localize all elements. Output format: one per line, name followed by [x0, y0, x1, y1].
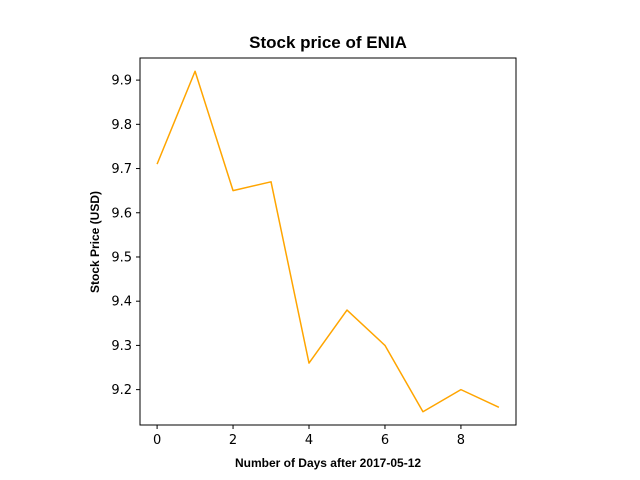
x-axis: 0 2 4 6 8 — [153, 425, 465, 448]
y-tick-label: 9.5 — [111, 250, 132, 265]
x-tick-label: 2 — [229, 433, 237, 448]
x-tick-label: 6 — [381, 433, 389, 448]
y-tick-label: 9.9 — [111, 74, 132, 89]
y-tick-label: 9.4 — [111, 295, 132, 310]
x-tick-label: 8 — [457, 433, 465, 448]
y-tick-label: 9.2 — [111, 383, 132, 398]
y-tick-label: 9.7 — [111, 162, 132, 177]
y-axis: 9.2 9.3 9.4 9.5 9.6 9.7 9.8 9.9 — [111, 74, 140, 399]
plot-area — [157, 71, 499, 411]
x-tick-label: 0 — [153, 433, 161, 448]
y-axis-label: Stock Price (USD) — [88, 191, 102, 293]
plot-frame — [140, 58, 516, 425]
y-tick-label: 9.6 — [111, 206, 132, 221]
chart-title: Stock price of ENIA — [249, 33, 407, 52]
y-tick-label: 9.8 — [111, 118, 132, 133]
series-line-0 — [157, 71, 499, 411]
x-tick-label: 4 — [305, 433, 313, 448]
y-tick-label: 9.3 — [111, 339, 132, 354]
x-axis-label: Number of Days after 2017-05-12 — [235, 456, 421, 470]
